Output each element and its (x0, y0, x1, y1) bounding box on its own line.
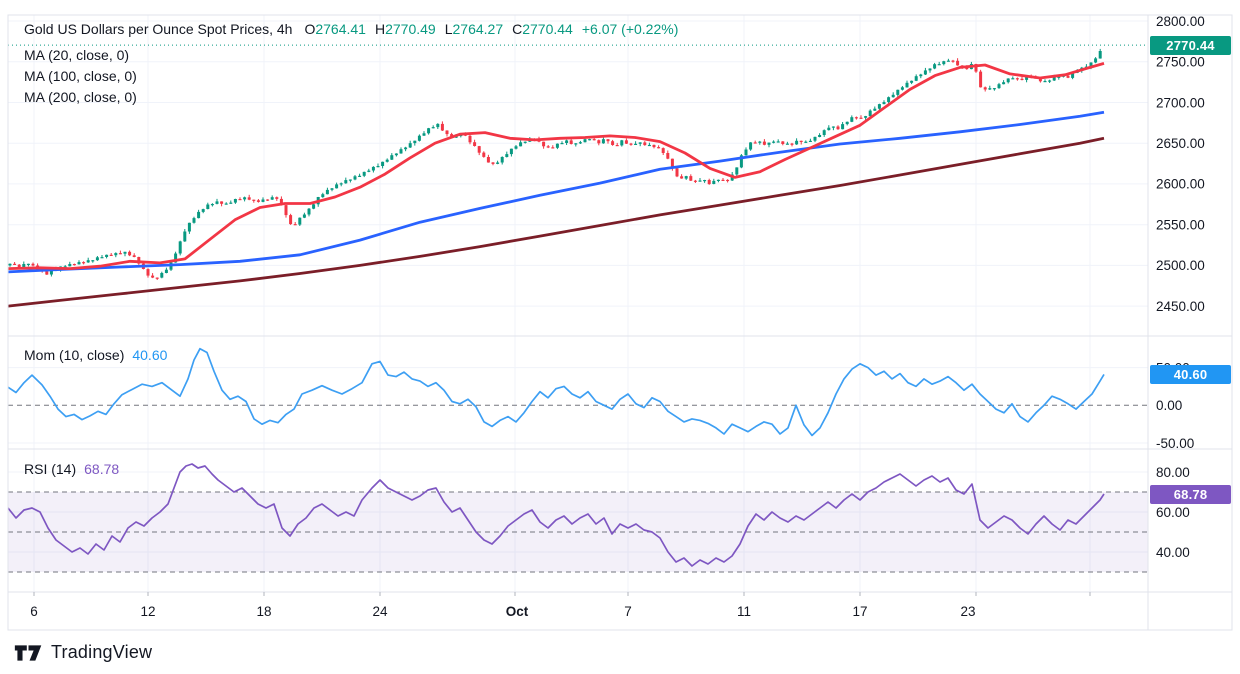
last-price-badge: 2770.44 (1150, 35, 1231, 55)
svg-text:24: 24 (372, 604, 388, 619)
ohlc-high: H2770.49 (374, 21, 436, 37)
rsi-legend-value: 68.78 (84, 461, 120, 477)
grid-lines (8, 15, 1148, 592)
svg-text:2650.00: 2650.00 (1156, 136, 1205, 151)
legend-ma200[interactable]: MA (200, close, 0) (24, 89, 137, 105)
rsi-legend-label: RSI (14) (24, 461, 77, 477)
price-axis-labels: 2800.00 2750.00 2700.00 2650.00 2600.00 2550.… (1156, 14, 1205, 314)
momentum-badge: 40.60 (1150, 365, 1231, 384)
legend-ma100[interactable]: MA (100, close, 0) (24, 68, 137, 84)
svg-text:40.00: 40.00 (1156, 545, 1190, 560)
svg-text:2500.00: 2500.00 (1156, 258, 1205, 273)
price-scale[interactable] (1148, 15, 1232, 592)
reference-dashed-lines (8, 404, 1148, 573)
tradingview-attribution[interactable]: TradingView (14, 642, 152, 663)
ohlc-low: L2764.27 (444, 21, 504, 37)
candlestick-series (8, 48, 1102, 280)
svg-text:7: 7 (624, 604, 632, 619)
ma200-line (7, 136, 1105, 308)
svg-text:2750.00: 2750.00 (1156, 55, 1205, 70)
change-value: +6.07 (+0.22%) (581, 21, 679, 37)
svg-text:60.00: 60.00 (1156, 505, 1190, 520)
momentum-legend[interactable]: Mom (10, close) 40.60 (24, 347, 167, 363)
legend-ma20[interactable]: MA (20, close, 0) (24, 47, 130, 63)
svg-text:23: 23 (960, 604, 975, 619)
time-scale[interactable] (8, 592, 1232, 630)
svg-text:17: 17 (852, 604, 867, 619)
svg-text:2450.00: 2450.00 (1156, 299, 1205, 314)
momentum-legend-label: Mom (10, close) (24, 347, 125, 363)
svg-text:2600.00: 2600.00 (1156, 177, 1205, 192)
panel-separators (7, 14, 1233, 631)
momentum-legend-value: 40.60 (132, 347, 168, 363)
rsi-badge: 68.78 (1150, 485, 1231, 504)
svg-text:12: 12 (140, 604, 155, 619)
symbol-title: Gold US Dollars per Ounce Spot Prices, 4… (24, 21, 293, 37)
time-axis-labels: 6 12 18 24 Oct 7 11 17 23 (30, 604, 975, 619)
svg-text:Oct: Oct (506, 604, 529, 619)
tradingview-brand-text: TradingView (51, 642, 153, 662)
symbol-header[interactable]: Gold US Dollars per Ounce Spot Prices, 4… (24, 21, 678, 37)
rsi-legend[interactable]: RSI (14) 68.78 (24, 461, 119, 477)
svg-text:18: 18 (256, 604, 271, 619)
ma20-line (7, 62, 1105, 270)
svg-text:-50.00: -50.00 (1156, 436, 1194, 451)
svg-text:0.00: 0.00 (1156, 398, 1182, 413)
tradingview-logo-icon (14, 644, 42, 661)
svg-text:80.00: 80.00 (1156, 465, 1190, 480)
ohlc-close: C2770.44 (512, 21, 573, 37)
svg-text:2550.00: 2550.00 (1156, 217, 1205, 232)
svg-text:2800.00: 2800.00 (1156, 14, 1205, 29)
rsi-axis-labels: 80.00 60.00 40.00 (1156, 465, 1190, 560)
rsi-line (7, 463, 1105, 567)
ohlc-open: O2764.41 (304, 21, 366, 37)
svg-text:6: 6 (30, 604, 38, 619)
svg-text:2700.00: 2700.00 (1156, 95, 1205, 110)
ma100-line (7, 110, 1105, 274)
svg-text:11: 11 (737, 604, 751, 619)
momentum-line (7, 347, 1105, 437)
